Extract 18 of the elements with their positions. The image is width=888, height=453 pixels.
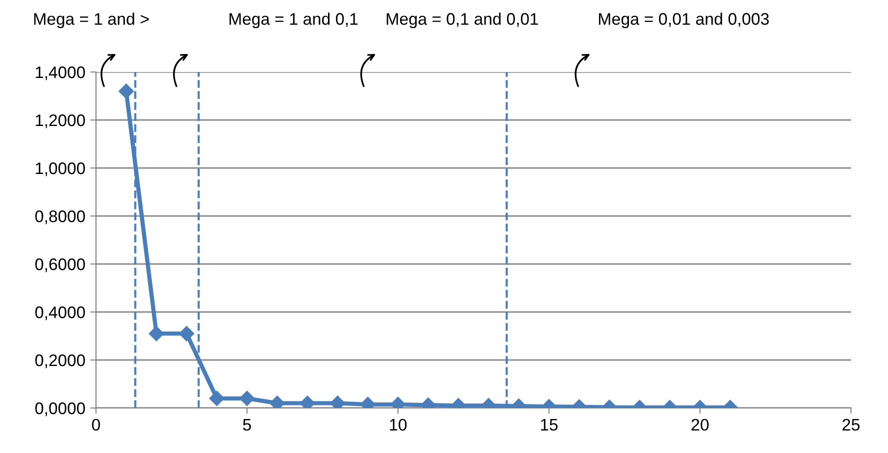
y-tick-label: 1,0000: [36, 162, 85, 176]
x-tick-label: 5: [243, 419, 251, 431]
y-tick-label: 0,2000: [35, 354, 85, 368]
y-tick-label: 1,2000: [36, 114, 85, 128]
x-tick-label: 20: [692, 418, 709, 431]
text: Mega = 0,01 and 0,003: [598, 12, 769, 28]
text: Mega = 1 and 0,1: [230, 12, 358, 28]
x-tick-label: 25: [842, 418, 860, 431]
x-tick-label: 0: [92, 418, 100, 431]
x-tick-label: 10: [390, 418, 407, 431]
y-tick-label: 0,0000: [35, 402, 85, 416]
y-tick-label: 0,6000: [35, 258, 85, 272]
text: Mega = 1 and >: [34, 12, 149, 28]
x-tick-label: 15: [541, 419, 558, 431]
text: Mega = 0,1 and 0,01: [386, 12, 538, 28]
y-tick-label: 0,8000: [35, 210, 85, 224]
y-tick-label: 1,4000: [36, 66, 85, 80]
y-tick-label: 0,4000: [35, 306, 85, 320]
